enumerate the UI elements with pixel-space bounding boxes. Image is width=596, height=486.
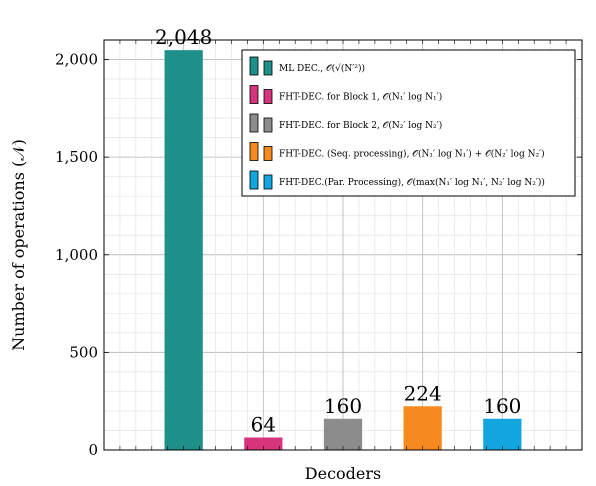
legend-entry-label: FHT-DEC. (Seq. processing), 𝒪(N₁′ log N₁… — [279, 149, 545, 160]
bar — [323, 418, 363, 450]
legend-swatch — [263, 146, 273, 161]
legend-entry-label: FHT-DEC. for Block 1, 𝒪(N₁′ log N₁′) — [279, 92, 442, 103]
bar-value-label: 2,048 — [155, 25, 212, 49]
bars — [164, 50, 522, 451]
y-tick-label: 0 — [88, 441, 98, 459]
legend-box — [241, 49, 576, 197]
y-axis-ticks: 0 500 1,000 1,500 2,000 — [55, 51, 582, 459]
bar — [164, 50, 203, 451]
bar-value-label: 160 — [483, 394, 521, 418]
legend-swatch — [263, 60, 273, 76]
legend-swatch — [249, 113, 259, 133]
legend-entry-label: ML DEC., 𝒪(√(N′²)) — [279, 63, 365, 74]
legend-swatch — [263, 174, 273, 190]
y-tick-label: 500 — [69, 343, 98, 361]
bar — [483, 418, 522, 450]
legend-entry-label: FHT-DEC. for Block 2, 𝒪(N₂′ log N₂′) — [279, 120, 442, 131]
legend-swatch — [263, 117, 273, 133]
y-tick-label: 1,000 — [55, 246, 98, 264]
bar — [403, 406, 442, 450]
legend: ML DEC., 𝒪(√(N′²)) FHT-DEC. for Block 1, … — [241, 49, 576, 197]
y-axis-label: Number of operations (𝒩) — [9, 139, 28, 351]
legend-swatch — [249, 56, 259, 76]
legend-swatch — [263, 89, 273, 104]
bar-value-label: 64 — [251, 413, 276, 437]
y-tick-label: 2,000 — [55, 51, 98, 69]
bar-value-label: 160 — [324, 394, 362, 418]
bar-value-label: 224 — [404, 381, 442, 405]
legend-swatch — [249, 85, 259, 104]
legend-entry-label: FHT-DEC.(Par. Processing), 𝒪(max(N₁′ log… — [279, 177, 545, 188]
legend-swatch — [249, 170, 259, 190]
bar-labels: 2,048 64 160 224 160 — [155, 25, 521, 436]
x-axis-label: Decoders — [305, 464, 381, 483]
bar — [244, 437, 283, 450]
y-tick-label: 1,500 — [55, 148, 98, 166]
legend-swatch — [249, 142, 259, 161]
x-axis-ticks — [103, 40, 583, 450]
